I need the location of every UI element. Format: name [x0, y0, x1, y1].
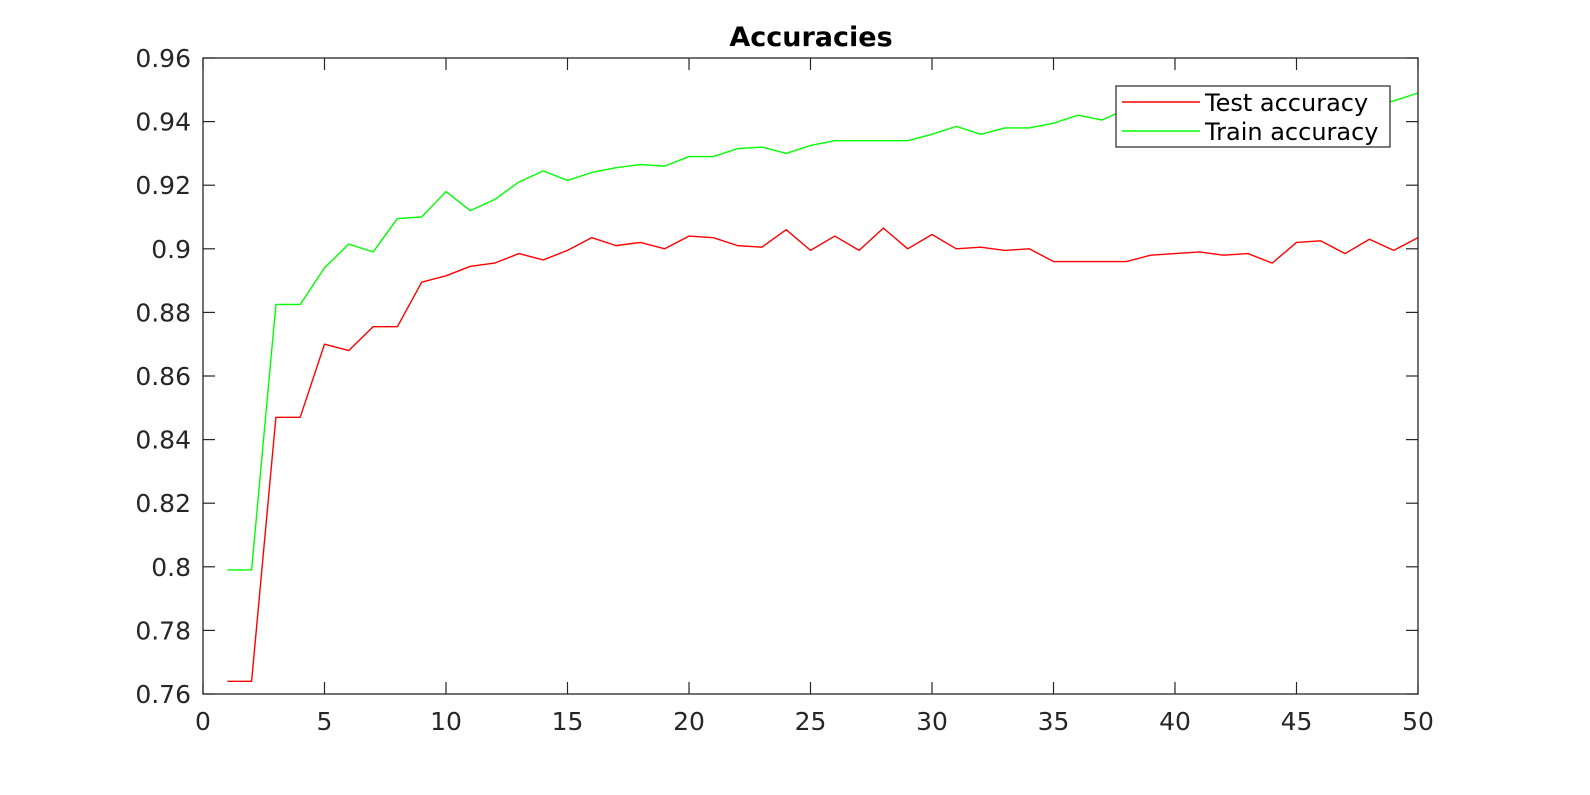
y-tick-label: 0.8 [151, 553, 191, 582]
x-tick-label: 0 [195, 707, 211, 736]
chart-title: Accuracies [729, 22, 892, 53]
legend-label-test-accuracy: Test accuracy [1204, 89, 1368, 117]
plot-area [203, 58, 1418, 694]
series-line-test-accuracy [227, 227, 1419, 682]
y-tick-label: 0.82 [135, 489, 191, 518]
x-tick-label: 35 [1038, 707, 1070, 736]
y-tick-label: 0.92 [135, 171, 191, 200]
x-tick-label: 45 [1281, 707, 1313, 736]
y-tick-label: 0.76 [135, 680, 191, 709]
legend: Test accuracy Train accuracy [1115, 85, 1391, 148]
x-tick-label: 25 [795, 707, 827, 736]
y-tick-label: 0.86 [135, 362, 191, 391]
y-tick-label: 0.88 [135, 298, 191, 327]
y-tick-label: 0.78 [135, 616, 191, 645]
x-tick-label: 10 [430, 707, 462, 736]
legend-label-train-accuracy: Train accuracy [1204, 118, 1379, 146]
y-tick-label: 0.96 [135, 44, 191, 73]
x-tick-label: 20 [673, 707, 705, 736]
y-tick-label: 0.9 [151, 235, 191, 264]
plot-frame [202, 57, 1419, 695]
y-tick-label: 0.84 [135, 426, 191, 455]
x-tick-label: 40 [1159, 707, 1191, 736]
x-tick-label: 30 [916, 707, 948, 736]
x-tick-label: 50 [1402, 707, 1434, 736]
x-tick-label: 5 [317, 707, 333, 736]
y-tick-label: 0.94 [135, 108, 191, 137]
legend-box [1115, 85, 1391, 148]
axis-tick-labels: 0 5 10 15 20 25 30 35 40 45 50 0.76 0.78 0.8 0.82 0.84 0… [135, 44, 1434, 736]
x-tick-label: 15 [552, 707, 584, 736]
